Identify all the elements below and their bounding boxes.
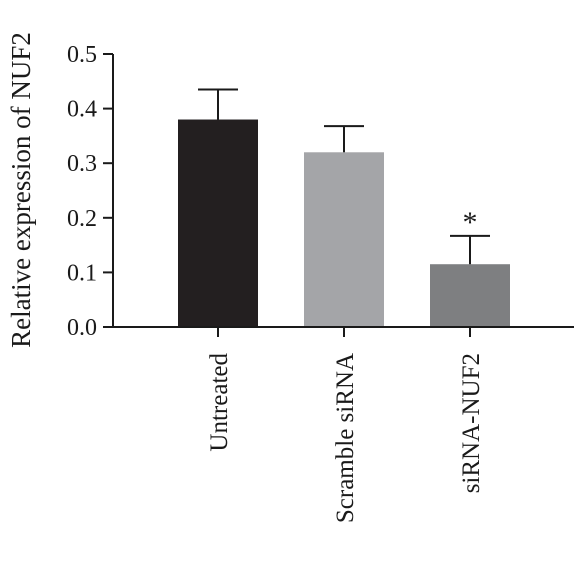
significance-marker: * (463, 206, 478, 239)
bar (178, 119, 258, 328)
y-tick-label: 0.5 (67, 42, 97, 68)
y-tick-label: 0.3 (67, 151, 97, 177)
x-tick-label: Untreated (206, 353, 233, 452)
bar (304, 152, 384, 327)
y-tick-label: 0.1 (67, 260, 97, 286)
bars: * (178, 88, 510, 328)
x-tick-label: siRNA-NUF2 (458, 353, 485, 493)
y-tick-label: 0.2 (67, 206, 97, 232)
x-tick-label: Scramble siRNA (332, 353, 359, 523)
y-tick-label: 0.4 (67, 97, 97, 123)
x-axis: Untreated Scramble siRNA siRNA-NUF2 (113, 326, 574, 523)
bar (430, 264, 510, 327)
y-axis: 0.0 0.1 0.2 0.3 0.4 0.5 (67, 42, 114, 341)
y-axis-label: Relative expression of NUF2 (6, 32, 36, 348)
y-tick-label: 0.0 (67, 315, 97, 341)
